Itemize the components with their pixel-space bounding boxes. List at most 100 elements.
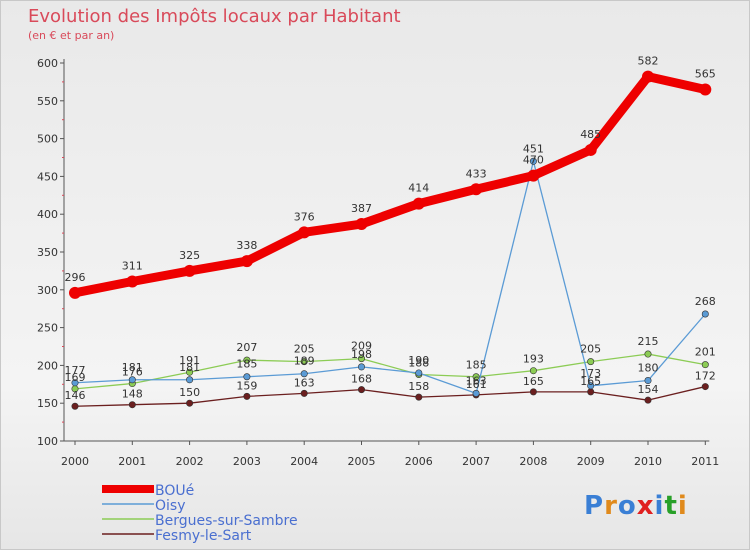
- data-label: 169: [65, 371, 86, 384]
- data-label: 205: [294, 343, 315, 356]
- data-point: [243, 392, 251, 400]
- x-tick-label: 2007: [462, 455, 490, 468]
- data-point: [71, 379, 79, 387]
- data-label: 158: [408, 380, 429, 393]
- x-tick-label: 2005: [348, 455, 376, 468]
- data-point: [644, 377, 652, 385]
- data-point: [642, 70, 654, 83]
- y-tick-label: 450: [37, 170, 58, 183]
- logo-letter: t: [664, 491, 678, 521]
- data-label: 485: [580, 128, 601, 141]
- data-point: [300, 358, 308, 366]
- data-point: [644, 396, 652, 404]
- y-tick-label: 550: [37, 95, 58, 108]
- data-point: [128, 376, 136, 384]
- data-point: [701, 383, 709, 391]
- proxiti-logo: Proxiti: [584, 491, 688, 521]
- data-point: [298, 226, 311, 239]
- data-label: 181: [122, 361, 143, 374]
- data-label: 188: [408, 356, 429, 369]
- series-line-3: [74, 385, 706, 407]
- data-label: 201: [695, 346, 716, 359]
- data-point: [529, 157, 537, 165]
- data-label: 180: [638, 362, 659, 375]
- data-point: [357, 355, 365, 363]
- data-point: [415, 369, 423, 377]
- logo-letter: r: [604, 491, 618, 521]
- data-label: 338: [236, 239, 257, 252]
- data-label: 190: [408, 354, 429, 367]
- data-point: [644, 350, 652, 358]
- data-label: 387: [351, 202, 372, 215]
- x-tick-label: 2008: [519, 455, 547, 468]
- x-tick-label: 2006: [405, 455, 433, 468]
- data-point: [126, 275, 139, 288]
- x-tick-label: 2003: [233, 455, 261, 468]
- data-label: 150: [179, 386, 200, 399]
- data-label: 163: [466, 374, 487, 387]
- data-label: 191: [179, 354, 200, 367]
- data-point: [701, 310, 709, 318]
- data-label: 165: [523, 375, 544, 388]
- logo-letter: x: [636, 491, 655, 521]
- data-label: 148: [122, 388, 143, 401]
- data-label: 582: [638, 55, 659, 68]
- x-tick-label: 2001: [118, 455, 146, 468]
- data-label: 161: [466, 378, 487, 391]
- legend-label: BOUé: [155, 483, 194, 499]
- x-tick-label: 2010: [634, 455, 662, 468]
- x-tick-label: 2002: [176, 455, 204, 468]
- data-point: [243, 373, 251, 381]
- logo-letter: o: [617, 491, 637, 521]
- data-label: 414: [408, 182, 429, 195]
- data-point: [183, 264, 196, 277]
- data-point: [357, 363, 365, 371]
- data-label: 198: [351, 348, 372, 361]
- data-point: [69, 286, 81, 299]
- data-label: 163: [294, 376, 315, 389]
- data-label: 565: [695, 67, 716, 80]
- data-point: [357, 386, 365, 394]
- data-point: [470, 183, 483, 196]
- data-label: 146: [65, 389, 86, 402]
- data-label: 173: [580, 367, 601, 380]
- data-label: 205: [580, 343, 601, 356]
- data-point: [186, 376, 194, 384]
- data-label: 451: [523, 142, 544, 155]
- data-label: 193: [523, 353, 544, 366]
- logo-letter: i: [677, 491, 688, 521]
- data-label: 470: [523, 154, 544, 167]
- y-tick-label: 300: [37, 284, 58, 297]
- data-label: 172: [695, 370, 716, 383]
- legend-label: Bergues-sur-Sambre: [155, 513, 298, 529]
- data-label: 185: [236, 358, 257, 371]
- x-tick-label: 2004: [290, 455, 318, 468]
- data-label: 168: [351, 373, 372, 386]
- data-point: [300, 389, 308, 397]
- data-label: 176: [122, 366, 143, 379]
- data-label: 181: [179, 361, 200, 374]
- data-label: 207: [236, 341, 257, 354]
- data-label: 433: [466, 167, 487, 180]
- legend-label: Fesmy-le-Sart: [155, 528, 252, 544]
- data-point: [584, 143, 597, 156]
- data-point: [472, 389, 480, 397]
- data-point: [527, 169, 540, 182]
- series-line-1: [74, 160, 706, 395]
- data-point: [71, 402, 79, 410]
- chart-title: Evolution des Impôts locaux par Habitant: [28, 6, 401, 27]
- data-point: [587, 358, 595, 366]
- data-point: [529, 388, 537, 396]
- data-point: [240, 255, 253, 268]
- data-point: [300, 370, 308, 378]
- data-label: 209: [351, 340, 372, 353]
- series-line-2: [74, 353, 706, 390]
- data-label: 311: [122, 259, 143, 272]
- data-label: 165: [580, 375, 601, 388]
- y-tick-label: 350: [37, 246, 58, 259]
- data-point: [128, 401, 136, 409]
- x-tick-label: 2000: [61, 455, 89, 468]
- data-label: 268: [695, 295, 716, 308]
- x-tick-label: 2009: [577, 455, 605, 468]
